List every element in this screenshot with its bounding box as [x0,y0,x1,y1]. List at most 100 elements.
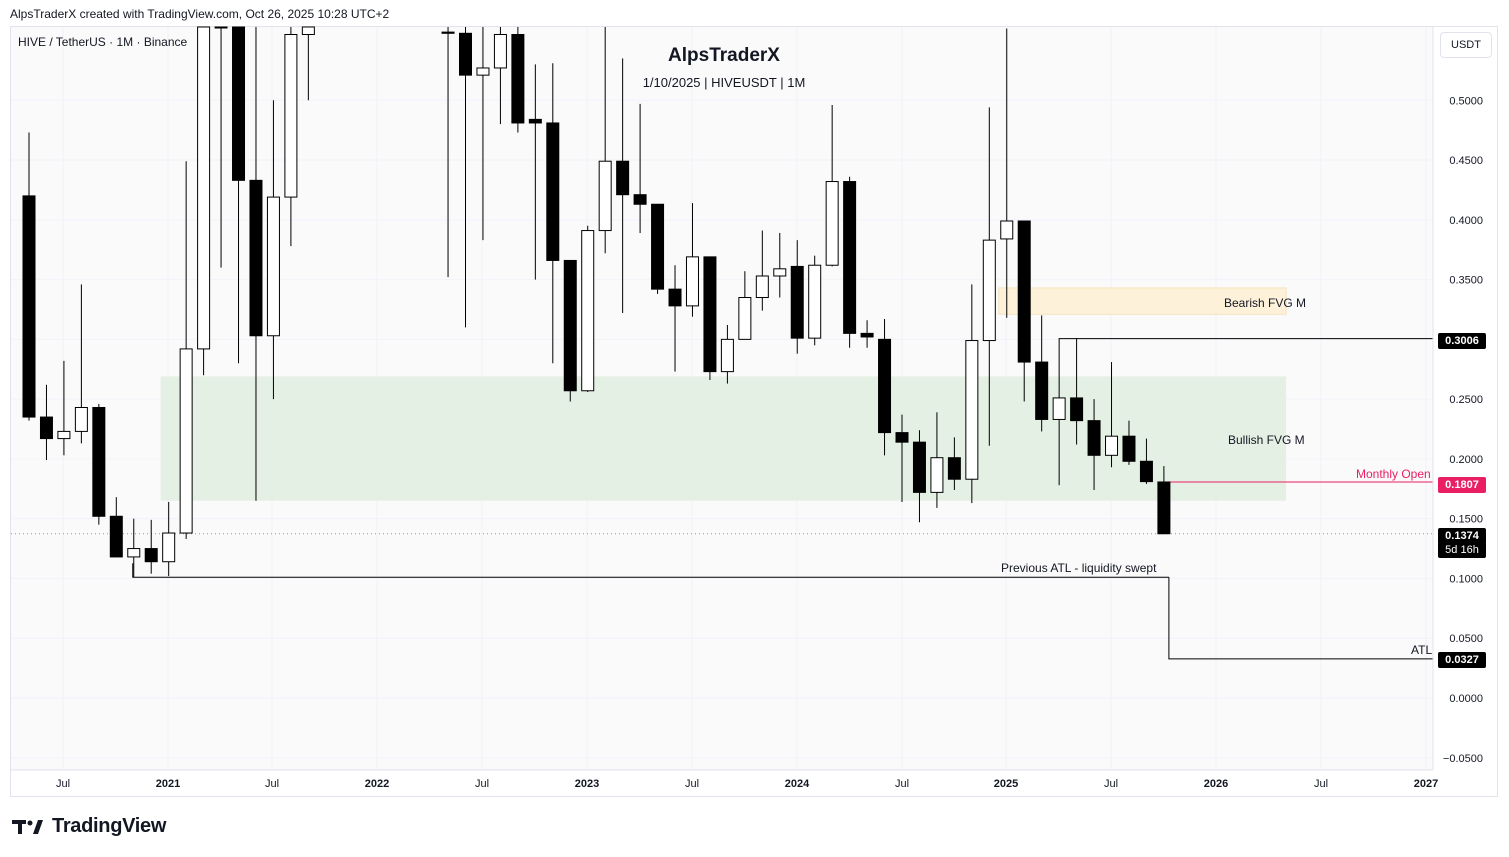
tradingview-logo-icon [12,819,43,834]
candle-body-down [546,122,560,261]
price-tag-countdown: 5d 16h [1438,542,1486,558]
x-tick-label: Jul [265,778,279,790]
candle-body-down [843,181,857,334]
currency-selector[interactable]: USDT [1440,32,1492,58]
candle-body-down [1157,481,1171,535]
candle-body-up [1105,435,1119,456]
y-tick-label: 0.2500 [1449,394,1483,406]
price-tag-last: 0.1374 [1438,528,1486,544]
candle-body-up [162,532,176,563]
bearish-fvg-zone [998,287,1287,315]
previous-atl-line [132,563,1169,578]
symbol-legend[interactable]: HIVE / TetherUS · 1M · Binance [18,35,188,49]
x-tick-label: 2024 [785,778,810,790]
candle-body-down [1087,420,1101,456]
candle-body-up [773,268,787,277]
x-tick-label: Jul [475,778,489,790]
candle-body-down [511,33,525,124]
monthly-open-label: Monthly Open [1356,467,1431,481]
y-tick-label: 0.4500 [1449,155,1483,167]
y-tick-label: 0.3500 [1449,275,1483,287]
x-tick-label: Jul [56,778,70,790]
y-tick-label: −0.0500 [1443,753,1483,765]
candle-body-up [685,256,699,307]
previous-atl-label: Previous ATL - liquidity swept [1001,561,1157,575]
tradingview-brand-text: TradingView [52,815,167,837]
y-tick-label: 0.1500 [1449,514,1483,526]
candle-body-up [965,340,979,480]
x-tick-label: Jul [1104,778,1118,790]
candle-body-down [459,32,472,76]
candle-body-down [703,256,717,373]
candle-body-down [1139,460,1153,483]
chart-header-attribution: AlpsTraderX created with TradingView.com… [10,7,390,21]
candle-body-down [895,432,909,443]
y-tick-label: 0.2000 [1449,454,1483,466]
candle-body-up [74,406,88,432]
x-tick-label: 2025 [994,778,1018,790]
candle-body-up [493,33,507,69]
candle-body-up [808,264,822,339]
candle-body-down [1035,361,1049,420]
candle-body-up [284,33,298,198]
y-tick-label: 0.0500 [1449,633,1483,645]
candle-body-down [1070,397,1084,422]
candle-body-up [738,297,752,340]
x-tick-label: Jul [1314,778,1328,790]
candle-body-down [860,332,874,338]
tradingview-logo[interactable]: TradingView [12,815,166,838]
candle-body-down [651,203,665,290]
candle-body-up [127,548,141,558]
x-tick-label: 2022 [365,778,389,790]
candle-body-up [214,26,228,29]
candle-body-down [441,31,455,34]
candle-body-down [633,194,647,205]
x-tick-label: 2026 [1204,778,1228,790]
candle-body-up [266,196,280,337]
horizontal-levels [11,338,1433,660]
y-tick-label: 0.5000 [1449,95,1483,107]
candle-body-down [92,406,106,517]
candle-body-up [476,67,490,76]
candle-body-down [528,118,542,124]
chart-frame[interactable] [10,26,1498,797]
x-tick-label: Jul [895,778,909,790]
candle-body-down [947,457,961,480]
y-tick-label: 0.0000 [1449,693,1483,705]
bullish-fvg-label: Bullish FVG M [1228,433,1305,447]
chart-subtitle: 1/10/2025 | HIVEUSDT | 1M [642,75,806,90]
candle-body-down [249,179,263,337]
price-tag-atl: 0.0327 [1438,652,1486,668]
candle-body-up [301,26,315,35]
candle-body-up [720,338,734,373]
y-tick-label: 0.4000 [1449,215,1483,227]
level-line-0-3006 [1058,338,1433,409]
candle-body-up [1052,397,1066,420]
x-tick-label: 2023 [575,778,599,790]
candles [22,26,1171,578]
price-tag-level: 0.3006 [1438,333,1486,349]
candle-body-down [616,160,630,196]
candle-body-down [109,515,123,558]
candle-body-up [982,239,996,342]
candle-body-up [755,275,769,299]
candle-body-down [563,259,577,392]
atl-line [1168,577,1433,660]
candle-body-up [825,181,839,266]
price-tag-monthly-open: 0.1807 [1438,477,1486,493]
candle-body-up [57,430,71,440]
candle-body-down [22,195,36,418]
candle-body-up [179,348,193,534]
x-tick-label: 2021 [156,778,180,790]
atl-label: ATL [1411,643,1433,657]
candle-body-down [1122,435,1136,462]
candle-body-up [1000,220,1014,240]
candle-body-up [581,230,595,392]
candle-body-down [39,416,53,440]
x-tick-label: 2027 [1414,778,1438,790]
candle-body-down [912,441,926,493]
chart-title: AlpsTraderX [668,45,780,66]
x-tick-label: Jul [685,778,699,790]
candle-body-down [232,26,246,181]
